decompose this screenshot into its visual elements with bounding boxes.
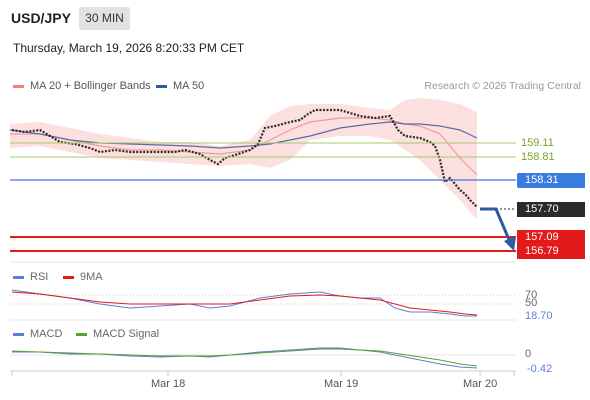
s1-tag: 157.09 — [517, 230, 585, 245]
timestamp: Thursday, March 19, 2026 8:20:33 PM CET — [13, 41, 245, 55]
last-price-tag: 157.70 — [517, 202, 585, 217]
symbol-title: USD/JPY — [11, 10, 71, 26]
rsi-legend-label: RSI — [30, 271, 49, 283]
rsi-value-label: 18.70 — [525, 310, 553, 322]
rsi-line — [11, 289, 477, 317]
x-label-mar20: Mar 20 — [463, 378, 498, 390]
rsi-ma-swatch — [63, 275, 74, 279]
bollinger-band — [10, 98, 477, 220]
macd-signal-legend-label: MACD Signal — [93, 328, 160, 340]
macd-legend-label: MACD — [30, 328, 63, 340]
copyright: Research © 2026 Trading Central — [424, 80, 581, 92]
legend-ma50-label: MA 50 — [173, 80, 205, 92]
macd-signal-swatch — [76, 332, 87, 336]
macd-zero-label: 0 — [525, 348, 532, 360]
r1-label: 158.81 — [521, 151, 555, 163]
forecast-arrow-line — [480, 207, 512, 243]
x-label-mar18: Mar 18 — [151, 378, 186, 390]
legend-ma50: MA 50 — [156, 80, 204, 92]
macd-signal-line — [11, 348, 478, 367]
pivot-tag: 158.31 — [517, 173, 585, 188]
rsi-level-70-label: 70 — [525, 289, 538, 301]
price-candles — [11, 108, 478, 208]
x-label-mar19: Mar 19 — [324, 378, 359, 390]
ma20-line — [10, 117, 478, 176]
macd-legend: MACD — [13, 328, 62, 340]
ma50-swatch — [156, 84, 167, 88]
legend-ma20-label: MA 20 + Bollinger Bands — [30, 80, 151, 92]
r2-label: 159.11 — [521, 137, 554, 149]
macd-value-label: -0.42 — [527, 363, 553, 375]
rsi-legend: RSI — [13, 271, 48, 283]
rsi-ma-legend-label: 9MA — [80, 271, 103, 283]
rsi-swatch — [13, 275, 24, 279]
rsi-ma-line — [11, 291, 478, 316]
macd-swatch — [13, 332, 24, 336]
legend-ma20: MA 20 + Bollinger Bands — [13, 80, 151, 92]
rsi-level-50-label: 50 — [525, 297, 538, 309]
macd-signal-legend: MACD Signal — [76, 328, 159, 340]
rsi-ma-legend: 9MA — [63, 271, 103, 283]
ma20-swatch — [13, 84, 24, 88]
forecast-arrow-head — [504, 236, 516, 251]
s2-tag: 156.79 — [517, 244, 585, 259]
timeframe-button[interactable]: 30 MIN — [79, 7, 130, 30]
macd-line — [12, 347, 478, 369]
